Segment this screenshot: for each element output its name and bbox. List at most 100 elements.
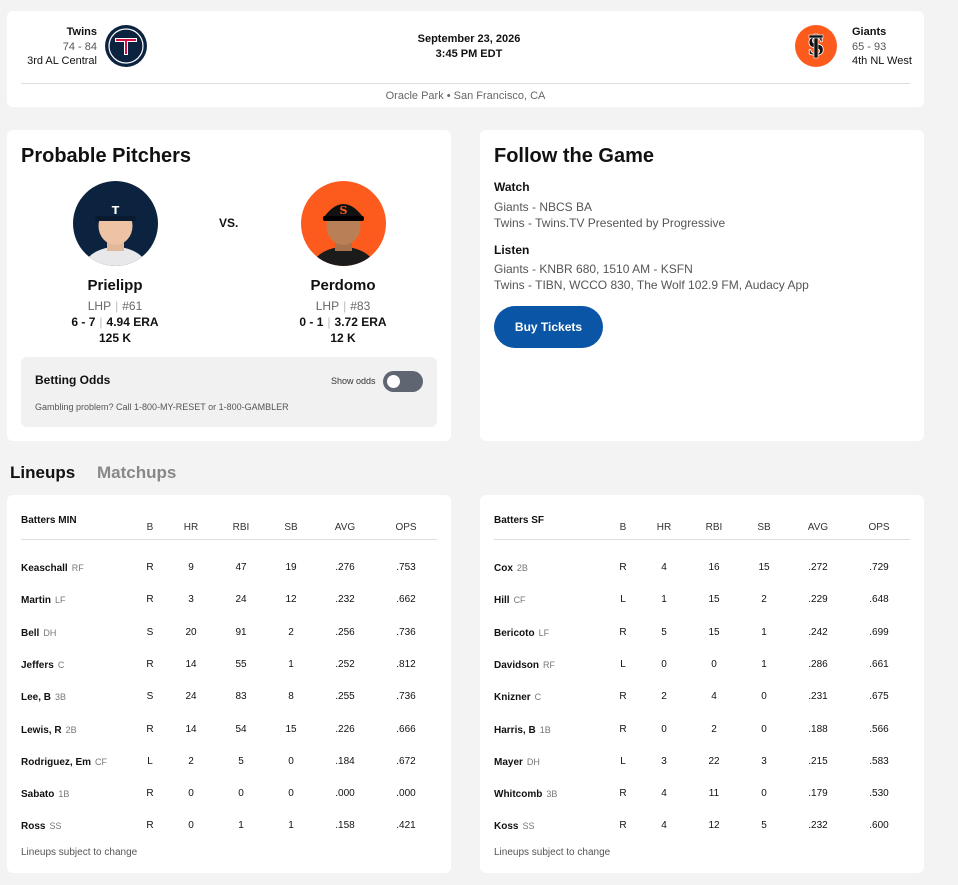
stat-avg: .179 (808, 788, 828, 800)
player-position: 2B (65, 724, 77, 735)
tab-lineups[interactable]: Lineups (10, 463, 76, 482)
player-name-text[interactable]: Hill (494, 595, 510, 607)
column-header: B (619, 522, 627, 533)
player-name-text[interactable]: Martin (21, 595, 51, 607)
player-name[interactable]: Davidson RF (494, 657, 555, 674)
player-name-text[interactable]: Knizner (494, 692, 531, 704)
away-pitcher-stats: 6 - 7 | 4.94 ERA (35, 314, 195, 330)
player-name[interactable]: Jeffers C (21, 657, 64, 674)
player-name[interactable]: Cox 2B (494, 560, 528, 577)
tab-matchups[interactable]: Matchups (97, 463, 177, 482)
player-name[interactable]: Keaschall RF (21, 560, 84, 577)
probable-pitchers-card: Probable Pitchers T Prielipp LHP | #61 6 -… (7, 130, 451, 441)
player-name[interactable]: Lewis, R 2B (21, 722, 77, 739)
player-name[interactable]: Knizner C (494, 689, 541, 706)
stat-rbi: 24 (235, 594, 247, 606)
player-name-text[interactable]: Bericoto (494, 627, 535, 639)
away-pitcher-name[interactable]: Prielipp (87, 277, 143, 294)
stat-hr: 0 (188, 788, 194, 800)
player-name-text[interactable]: Cox (494, 563, 513, 574)
stat-b: R (619, 820, 627, 832)
player-name-text[interactable]: Keaschall (21, 563, 68, 574)
giants-logo-icon[interactable]: S (795, 25, 837, 67)
player-name[interactable]: Sabato 1B (21, 786, 69, 803)
stat-rbi: 47 (235, 562, 247, 573)
stat-avg: .242 (808, 626, 828, 638)
lineup-divider (494, 539, 910, 540)
stat-sb: 5 (761, 820, 767, 832)
stat-ops: .736 (396, 626, 416, 638)
player-name-text[interactable]: Whitcomb (494, 789, 543, 801)
stat-sb: 2 (761, 594, 767, 606)
stat-hr: 0 (661, 723, 667, 735)
listen-item: Giants - KNBR 680, 1510 AM - KSFN (494, 262, 693, 276)
player-name-text[interactable]: Koss (494, 821, 519, 833)
player-name-text[interactable]: Lee, B (21, 692, 52, 704)
player-name-text[interactable]: Ross (21, 821, 46, 833)
player-name-text[interactable]: Sabato (21, 789, 55, 801)
player-name-text[interactable]: Rodriguez, Em (21, 756, 92, 768)
twins-logo-icon[interactable] (105, 25, 147, 67)
player-name[interactable]: Rodriguez, Em CF (21, 754, 107, 771)
stat-ops: .530 (869, 788, 889, 800)
player-name[interactable]: Hill CF (494, 592, 526, 609)
player-name-text[interactable]: Lewis, R (21, 724, 62, 736)
stat-rbi: 83 (235, 691, 247, 703)
stat-avg: .232 (808, 820, 828, 832)
player-name-text[interactable]: Bell (21, 627, 40, 639)
player-name[interactable]: Ross SS (21, 818, 61, 835)
stat-avg: .272 (808, 562, 828, 573)
home-team-info[interactable]: Giants 65 - 93 4th NL West (852, 25, 924, 69)
table-row: Knizner C R 2 4 0 .231 .675 (480, 689, 924, 705)
column-header: SB (284, 522, 298, 533)
table-row: Bell DH S 20 91 2 .256 .736 (7, 625, 451, 641)
player-name[interactable]: Whitcomb 3B (494, 786, 557, 803)
lineup-note: Lineups subject to change (21, 847, 138, 858)
stat-ops: .566 (869, 723, 889, 735)
home-team-name[interactable]: Giants (852, 26, 887, 38)
home-pitcher-meta: LHP | #83 (263, 299, 423, 314)
player-name-text[interactable]: Harris, B (494, 724, 536, 736)
player-name[interactable]: Martin LF (21, 592, 66, 609)
player-name[interactable]: Koss SS (494, 818, 534, 835)
stat-hr: 3 (661, 755, 667, 767)
table-row: Sabato 1B R 0 0 0 .000 .000 (7, 786, 451, 802)
home-pitcher-avatar[interactable]: S (300, 181, 386, 266)
player-name[interactable]: Mayer DH (494, 754, 540, 771)
stat-rbi: 55 (235, 658, 247, 670)
stat-hr: 2 (661, 691, 667, 703)
show-odds-label: Show odds (331, 376, 376, 386)
table-row: Davidson RF L 0 0 1 .286 .661 (480, 657, 924, 673)
away-pitcher-avatar[interactable]: T (72, 181, 158, 266)
stat-ops: .666 (396, 723, 416, 735)
player-name[interactable]: Bericoto LF (494, 625, 549, 642)
away-team-info[interactable]: Twins 74 - 84 3rd AL Central (21, 25, 97, 69)
player-name-text[interactable]: Jeffers (21, 659, 54, 671)
player-name[interactable]: Harris, B 1B (494, 722, 551, 739)
watch-heading: Watch (494, 180, 530, 194)
column-header: B (146, 522, 154, 533)
away-team-name[interactable]: Twins (66, 26, 97, 38)
stat-hr: 4 (661, 820, 667, 832)
away-pitcher-number: #61 (122, 299, 143, 313)
home-pitcher-name[interactable]: Perdomo (310, 277, 376, 294)
player-name[interactable]: Bell DH (21, 625, 56, 642)
player-name[interactable]: Lee, B 3B (21, 689, 66, 706)
away-pitcher-era: 4.94 ERA (106, 315, 159, 329)
player-name-text[interactable]: Mayer (494, 756, 523, 768)
home-pitcher-throws: LHP (315, 299, 340, 313)
stat-avg: .215 (808, 755, 828, 767)
stat-hr: 9 (188, 562, 194, 573)
stat-rbi: 2 (711, 723, 717, 735)
buy-tickets-button[interactable]: Buy Tickets (494, 306, 603, 348)
header-divider (21, 83, 910, 84)
player-name-text[interactable]: Davidson (494, 659, 540, 671)
away-pitcher-strikeouts: 125 K (98, 331, 132, 345)
table-row: Mayer DH L 3 22 3 .215 .583 (480, 754, 924, 770)
stat-rbi: 1 (238, 820, 244, 832)
stat-b: R (146, 562, 154, 573)
stat-sb: 0 (761, 691, 767, 703)
stat-ops: .600 (869, 820, 889, 832)
stat-b: R (619, 788, 627, 800)
show-odds-toggle[interactable] (383, 371, 423, 392)
